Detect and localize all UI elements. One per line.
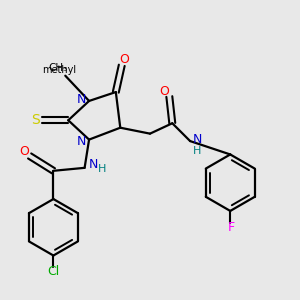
Text: methyl: methyl xyxy=(42,65,76,75)
Text: N: N xyxy=(193,133,202,146)
Text: N: N xyxy=(77,93,86,106)
Text: H: H xyxy=(98,164,106,174)
Text: F: F xyxy=(228,221,235,234)
Text: S: S xyxy=(31,113,40,127)
Text: N: N xyxy=(77,135,86,148)
Text: O: O xyxy=(119,53,129,66)
Text: O: O xyxy=(159,85,169,98)
Text: N: N xyxy=(89,158,98,171)
Text: O: O xyxy=(19,145,29,158)
Text: CH₃: CH₃ xyxy=(48,63,68,73)
Text: H: H xyxy=(194,146,202,157)
Text: Cl: Cl xyxy=(47,266,59,278)
